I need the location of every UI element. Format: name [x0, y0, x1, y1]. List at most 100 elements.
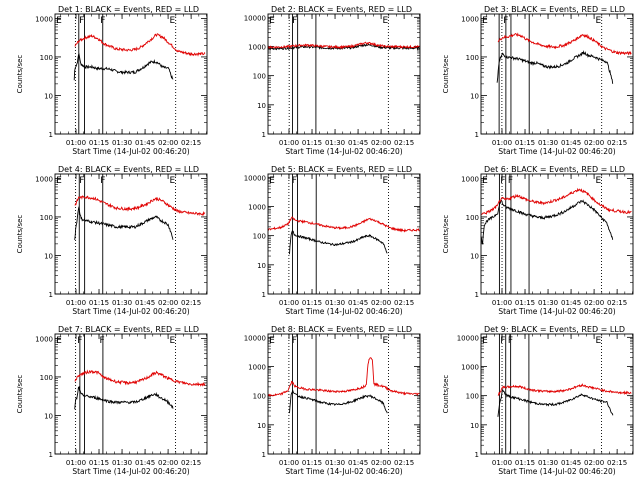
series-line-lld — [267, 41, 420, 50]
x-tick-label: 01:30 — [112, 299, 132, 307]
y-axis-label: Counts/sec — [16, 375, 24, 414]
y-tick-label: 10000 — [244, 174, 266, 182]
chart-panel-det-8: Det 8: BLACK = Events, RED = LLD 1 10 100 10… — [244, 325, 421, 476]
x-tick-label: 02:00 — [584, 139, 604, 147]
plot-frame — [54, 333, 208, 455]
y-tick-label: 1000 — [461, 175, 479, 183]
y-tick-label: 100 — [466, 393, 479, 401]
x-tick-label: 01:45 — [561, 459, 581, 467]
x-axis-label: Start Time (14-Jul-02 00:46:20) — [498, 147, 615, 156]
y-tick-label: 1000 — [35, 335, 53, 343]
y-tick-label: 1 — [475, 451, 479, 459]
y-tick-label: 1 — [475, 131, 479, 139]
x-tick-label: 01:45 — [561, 299, 581, 307]
plot-frame — [54, 173, 208, 295]
x-tick-label: 01:30 — [325, 299, 345, 307]
interval-marker-label: F — [508, 176, 513, 186]
chart-title: Det 1: BLACK = Events, RED = LLD — [58, 5, 199, 14]
chart-panel-det-9: Det 9: BLACK = Events, RED = LLD Counts/s… — [442, 325, 634, 476]
x-tick-label: 02:15 — [394, 459, 414, 467]
x-tick-label: 01:30 — [112, 459, 132, 467]
chart-panel-det-6: Det 6: BLACK = Events, RED = LLD Counts/s… — [442, 165, 634, 316]
series-line-events — [496, 50, 614, 84]
y-tick-label: 100 — [466, 54, 479, 62]
interval-marker-label: E — [56, 176, 62, 186]
x-tick-label: 02:15 — [607, 459, 627, 467]
x-tick-label: 01:30 — [538, 459, 558, 467]
x-tick-label: 02:15 — [181, 139, 201, 147]
y-tick-label: 10 — [44, 412, 53, 420]
x-tick-label: 01:00 — [279, 459, 299, 467]
interval-marker-label: E — [170, 176, 176, 186]
plot-frame — [480, 173, 634, 295]
plot-frame — [267, 13, 421, 135]
y-tick-label: 100 — [40, 374, 53, 382]
series-line-lld — [74, 195, 206, 217]
chart-title: Det 9: BLACK = Events, RED = LLD — [484, 325, 625, 334]
y-tick-label: 1 — [262, 451, 266, 459]
plot-frame — [267, 333, 421, 455]
x-tick-label: 01:45 — [135, 139, 155, 147]
chart-panel-det-5: Det 5: BLACK = Events, RED = LLD 1 10 100 10… — [244, 165, 421, 316]
x-tick-label: 01:45 — [348, 139, 368, 147]
x-tick-label: 02:15 — [607, 139, 627, 147]
interval-marker-label: F — [500, 176, 505, 186]
chart-title: Det 5: BLACK = Events, RED = LLD — [271, 165, 412, 174]
y-tick-label: 10 — [257, 422, 266, 430]
x-tick-label: 02:00 — [371, 299, 391, 307]
interval-marker-label: E — [383, 336, 389, 346]
x-tick-label: 02:00 — [584, 299, 604, 307]
x-tick-label: 01:00 — [66, 299, 86, 307]
x-axis-label: Start Time (14-Jul-02 00:46:20) — [72, 467, 189, 476]
y-axis-label: Counts/sec — [16, 215, 24, 254]
x-tick-label: 01:15 — [89, 139, 109, 147]
x-tick-label: 02:00 — [158, 299, 178, 307]
plot-frame — [54, 13, 208, 135]
chart-panel-det-1: Det 1: BLACK = Events, RED = LLD Counts/s… — [16, 5, 208, 156]
interval-marker-label: E — [596, 336, 602, 346]
x-axis-label: Start Time (14-Jul-02 00:46:20) — [498, 307, 615, 316]
y-axis-label: Counts/sec — [442, 375, 450, 414]
x-tick-label: 02:00 — [158, 459, 178, 467]
chart-panel-det-7: Det 7: BLACK = Events, RED = LLD Counts/s… — [16, 325, 208, 476]
interval-marker-label: E — [56, 16, 62, 26]
y-tick-label: 1000 — [248, 43, 266, 51]
x-tick-label: 01:30 — [325, 139, 345, 147]
series-line-lld — [497, 383, 632, 396]
series-line-events — [74, 206, 174, 240]
x-tick-label: 02:00 — [371, 139, 391, 147]
x-axis-label: Start Time (14-Jul-02 00:46:20) — [285, 147, 402, 156]
interval-marker-label: F — [500, 336, 505, 346]
x-tick-label: 01:45 — [348, 459, 368, 467]
x-tick-label: 01:30 — [112, 139, 132, 147]
interval-marker-label: F — [508, 336, 513, 346]
x-tick-label: 02:15 — [394, 299, 414, 307]
y-tick-label: 1 — [49, 131, 53, 139]
series-line-events — [480, 198, 614, 245]
chart-title: Det 2: BLACK = Events, RED = LLD — [271, 5, 412, 14]
interval-marker-label: E — [269, 176, 275, 186]
y-tick-label: 10 — [44, 92, 53, 100]
x-tick-label: 01:30 — [538, 299, 558, 307]
x-tick-label: 01:00 — [492, 459, 512, 467]
x-tick-label: 01:00 — [492, 299, 512, 307]
series-line-lld — [480, 187, 632, 216]
series-line-lld — [497, 32, 632, 56]
y-tick-label: 1000 — [461, 363, 479, 371]
chart-title: Det 7: BLACK = Events, RED = LLD — [58, 325, 199, 334]
y-tick-label: 1 — [262, 131, 266, 139]
interval-marker-label: F — [79, 176, 84, 186]
chart-title: Det 3: BLACK = Events, RED = LLD — [484, 5, 625, 14]
y-tick-label: 10 — [44, 252, 53, 260]
interval-marker-label: E — [482, 176, 488, 186]
interval-marker-label: F — [292, 336, 297, 346]
x-tick-label: 01:00 — [66, 139, 86, 147]
y-axis-label: Counts/sec — [442, 55, 450, 94]
interval-marker-label: E — [383, 16, 389, 26]
x-tick-label: 01:15 — [302, 139, 322, 147]
chart-title: Det 4: BLACK = Events, RED = LLD — [58, 165, 199, 174]
x-axis-label: Start Time (14-Jul-02 00:46:20) — [72, 307, 189, 316]
series-line-lld — [74, 369, 206, 387]
chart-panel-det-2: Det 2: BLACK = Events, RED = LLD 1 10 100 10… — [244, 5, 421, 156]
y-tick-label: 1000 — [461, 15, 479, 23]
